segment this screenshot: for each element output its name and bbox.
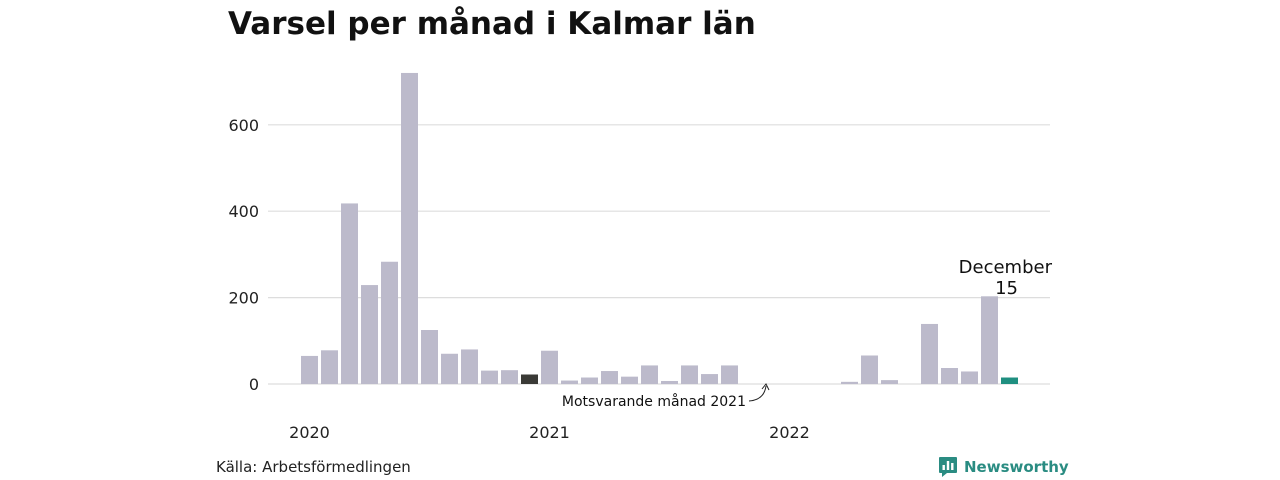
annotation-arrowhead <box>761 383 770 391</box>
y-tick-label: 0 <box>249 375 259 394</box>
bar <box>721 365 738 384</box>
bar <box>541 350 558 384</box>
bar <box>601 371 618 384</box>
x-tick-label: 2021 <box>529 423 570 442</box>
bar <box>381 261 398 384</box>
bar <box>441 353 458 384</box>
bar <box>841 381 858 384</box>
highlight-month-label: December <box>959 257 1053 278</box>
bar <box>621 376 638 384</box>
bar <box>861 355 878 384</box>
bar <box>481 370 498 384</box>
bar <box>921 323 938 384</box>
bar <box>961 371 978 384</box>
bar <box>681 365 698 384</box>
bar <box>561 380 578 384</box>
bar <box>501 370 518 384</box>
bar <box>321 350 338 384</box>
comparison-annotation: Motsvarande månad 2021 <box>562 393 746 410</box>
gridlines <box>268 124 1050 385</box>
bar <box>581 377 598 384</box>
chart-title: Varsel per månad i Kalmar län <box>228 6 756 42</box>
x-tick-label: 2022 <box>769 423 810 442</box>
brand-logo: Newsworthy <box>938 456 1069 478</box>
bar <box>981 296 998 384</box>
y-tick-label: 200 <box>228 289 259 308</box>
y-axis-ticks: 0 200 400 600 <box>228 116 259 394</box>
bar <box>881 380 898 384</box>
bar <box>301 355 318 384</box>
bar <box>1001 377 1018 384</box>
bar <box>361 285 378 384</box>
bar <box>661 380 678 384</box>
bar <box>421 330 438 384</box>
bar <box>401 72 418 385</box>
brand-name: Newsworthy <box>964 458 1069 476</box>
bar <box>341 203 358 384</box>
annotation-arrow <box>748 385 767 402</box>
bar <box>521 374 538 384</box>
newsworthy-logo-icon <box>939 457 957 477</box>
bar <box>701 374 718 384</box>
bar <box>941 368 958 384</box>
x-axis-ticks: 2020 2021 2022 <box>289 423 810 442</box>
y-tick-label: 400 <box>228 202 259 221</box>
highlight-value-label: 15 <box>995 278 1018 299</box>
source-note: Källa: Arbetsförmedlingen <box>216 458 411 476</box>
bar <box>641 365 658 384</box>
bar <box>461 349 478 384</box>
y-tick-label: 600 <box>228 116 259 135</box>
x-tick-label: 2020 <box>289 423 330 442</box>
bars <box>301 72 1018 385</box>
